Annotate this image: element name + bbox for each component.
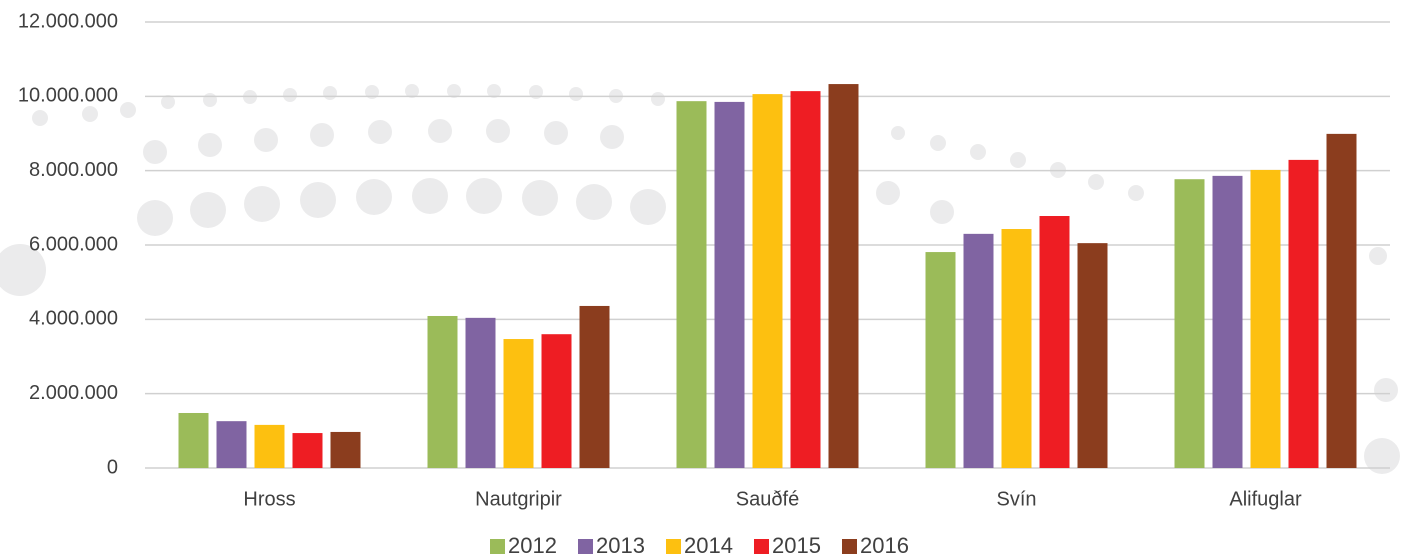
bar bbox=[216, 421, 247, 468]
y-tick-label: 6.000.000 bbox=[29, 233, 118, 255]
legend-label: 2012 bbox=[508, 533, 557, 557]
x-tick-label: Nautgripir bbox=[475, 488, 562, 510]
bar bbox=[541, 334, 572, 468]
plot-area: 0 2.000.000 4.000.000 6.000.000 8.000.000 10.… bbox=[18, 10, 1390, 557]
bar bbox=[1077, 243, 1108, 468]
bar bbox=[790, 91, 821, 468]
legend-swatch bbox=[490, 539, 505, 554]
bar bbox=[925, 252, 956, 468]
legend-swatch bbox=[754, 539, 769, 554]
y-tick-label: 4.000.000 bbox=[29, 308, 118, 330]
legend-label: 2015 bbox=[772, 533, 821, 557]
legend-swatch bbox=[842, 539, 857, 554]
bar bbox=[178, 412, 209, 468]
bar bbox=[1212, 175, 1243, 468]
legend-swatch bbox=[666, 539, 681, 554]
bar bbox=[254, 424, 285, 468]
bar bbox=[963, 233, 994, 468]
bar bbox=[330, 431, 361, 468]
y-tick-label: 2.000.000 bbox=[29, 382, 118, 404]
bar bbox=[714, 101, 745, 469]
bar bbox=[1039, 216, 1070, 468]
bar bbox=[1174, 179, 1205, 468]
y-tick-label: 10.000.000 bbox=[18, 85, 118, 107]
bar bbox=[579, 305, 610, 468]
bar bbox=[752, 94, 783, 468]
bar bbox=[1288, 159, 1319, 468]
bar bbox=[503, 339, 534, 468]
legend-label: 2013 bbox=[596, 533, 645, 557]
bar bbox=[1326, 133, 1357, 468]
legend-label: 2016 bbox=[860, 533, 909, 557]
bar bbox=[427, 315, 458, 468]
x-tick-label: Svín bbox=[996, 488, 1036, 510]
y-tick-label: 0 bbox=[107, 456, 118, 478]
background-dots bbox=[0, 84, 1400, 474]
legend-label: 2014 bbox=[684, 533, 733, 557]
bar bbox=[676, 101, 707, 468]
legend-swatch bbox=[578, 539, 593, 554]
bar bbox=[1001, 229, 1032, 468]
bar bbox=[292, 433, 323, 468]
bar bbox=[828, 84, 859, 469]
y-tick-label: 8.000.000 bbox=[29, 159, 118, 181]
x-tick-label: Alifuglar bbox=[1229, 488, 1302, 510]
x-tick-label: Sauðfé bbox=[736, 488, 799, 510]
x-tick-label: Hross bbox=[243, 488, 295, 510]
bar bbox=[1250, 169, 1281, 468]
y-tick-label: 12.000.000 bbox=[18, 10, 118, 32]
bar bbox=[465, 317, 496, 468]
